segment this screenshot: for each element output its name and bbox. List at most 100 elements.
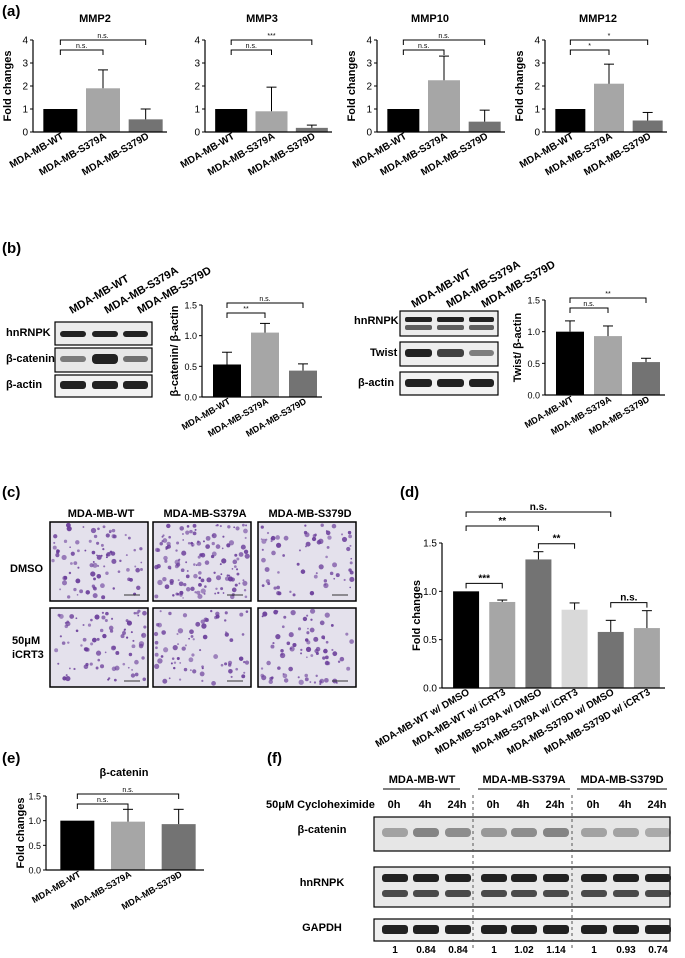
- stained-cell: [200, 619, 205, 624]
- stained-cell: [227, 576, 233, 582]
- stained-cell: [199, 671, 205, 677]
- stained-cell: [319, 620, 325, 626]
- stained-cell: [157, 579, 163, 586]
- stained-cell: [140, 561, 143, 564]
- significance-bracket: [465, 525, 539, 531]
- stained-cell: [175, 549, 178, 552]
- y-tick-label: 4: [194, 36, 200, 47]
- significance-bracket: [226, 302, 304, 308]
- stained-cell: [204, 560, 210, 565]
- stained-cell: [281, 625, 285, 629]
- band-hnrnpk-upper: [511, 874, 537, 882]
- stained-cell: [244, 553, 250, 559]
- stained-cell: [298, 549, 301, 552]
- stained-cell: [219, 525, 222, 528]
- y-tick-label: 4: [366, 36, 372, 47]
- stained-cell: [198, 571, 202, 575]
- stained-cell: [309, 590, 315, 596]
- stained-cell: [349, 561, 353, 565]
- stained-cell: [343, 578, 346, 582]
- stained-cell: [105, 571, 109, 575]
- stained-cell: [73, 561, 78, 565]
- invasion-row-dmso: DMSO: [10, 563, 43, 575]
- stained-cell: [161, 535, 164, 538]
- stained-cell: [220, 663, 224, 667]
- significance-label: **: [498, 516, 506, 527]
- significance-bracket: [569, 39, 649, 45]
- stained-cell: [56, 549, 60, 553]
- stained-cell: [126, 636, 129, 639]
- micrograph-tile: [49, 607, 149, 688]
- stained-cell: [139, 547, 143, 551]
- stained-cell: [111, 528, 116, 533]
- stained-cell: [187, 542, 191, 545]
- stained-cell: [349, 576, 355, 583]
- stained-cell: [347, 530, 352, 535]
- stained-cell: [77, 566, 80, 569]
- stained-cell: [234, 583, 238, 587]
- y-tick-label: 1.0: [28, 816, 41, 826]
- band-hnrnpk-lower: [382, 890, 408, 897]
- blot-b2-bands: [405, 317, 494, 387]
- stained-cell: [283, 678, 289, 683]
- y-tick-label: 3: [194, 59, 200, 70]
- significance-bracket: [537, 543, 576, 549]
- stained-cell: [273, 586, 277, 590]
- stained-cell: [92, 586, 97, 590]
- bar: [633, 628, 660, 688]
- stained-cell: [141, 632, 147, 638]
- stained-cell: [68, 571, 72, 575]
- band-gapdh: [413, 925, 439, 934]
- bar: [632, 120, 663, 132]
- band-hnrnpk-upper: [613, 874, 639, 882]
- stained-cell: [314, 648, 319, 654]
- stained-cell: [266, 660, 271, 666]
- stained-cell: [318, 538, 324, 544]
- stained-cell: [283, 535, 289, 541]
- y-tick-label: 1: [22, 105, 28, 116]
- stained-cell: [238, 552, 244, 557]
- stained-cell: [95, 650, 102, 656]
- stained-cell: [224, 611, 228, 615]
- stained-cell: [199, 553, 203, 557]
- stained-cell: [195, 621, 201, 627]
- stained-cell: [261, 615, 264, 618]
- y-tick-label: 0: [194, 128, 200, 139]
- stained-cell: [348, 534, 353, 539]
- stained-cell: [101, 611, 105, 614]
- stained-cell: [190, 635, 194, 638]
- stained-cell: [133, 548, 136, 552]
- stained-cell: [243, 528, 248, 534]
- stained-cell: [92, 561, 95, 563]
- stained-cell: [127, 666, 130, 669]
- stained-cell: [269, 676, 273, 681]
- stained-cell: [174, 559, 180, 565]
- stained-cell: [239, 612, 244, 617]
- stained-cell: [193, 573, 198, 579]
- stained-cell: [270, 535, 276, 541]
- stained-cell: [65, 674, 68, 677]
- band-beta-catenin: [543, 828, 569, 837]
- stained-cell: [305, 646, 312, 652]
- stained-cell: [124, 533, 127, 537]
- blot-b1-row-1: hnRNPK: [6, 327, 51, 339]
- stained-cell: [245, 524, 248, 527]
- stained-cell: [325, 640, 329, 644]
- significance-label: n.s.: [620, 593, 637, 604]
- stained-cell: [311, 536, 317, 542]
- blot-b2-row-3: β-actin: [358, 377, 394, 389]
- stained-cell: [84, 549, 87, 552]
- stained-cell: [241, 633, 245, 636]
- band-gapdh: [645, 925, 671, 934]
- stained-cell: [245, 610, 249, 613]
- stained-cell: [179, 661, 182, 664]
- stained-cell: [241, 523, 245, 527]
- y-tick-label: 4: [534, 36, 540, 47]
- band-hnrnpk-lower: [481, 890, 507, 897]
- stained-cell: [324, 677, 329, 683]
- significance-bracket: [402, 49, 445, 55]
- y-tick-label: 1.0: [527, 327, 540, 337]
- y-tick-label: 1.5: [28, 792, 41, 802]
